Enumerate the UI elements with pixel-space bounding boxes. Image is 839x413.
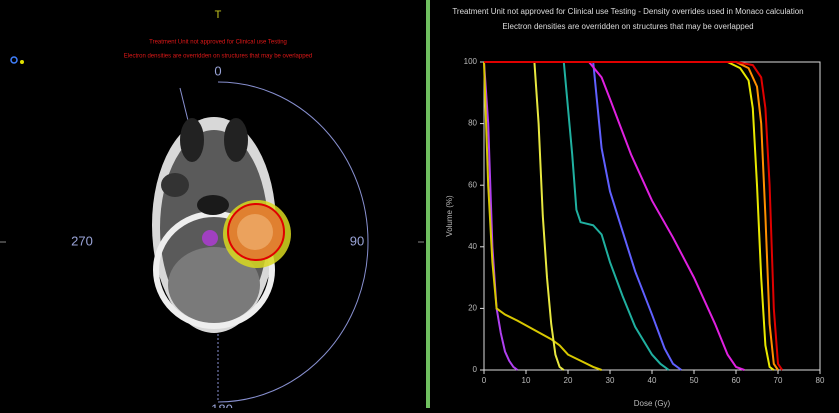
x-tick-label: 30 — [606, 376, 615, 385]
y-tick-label: 100 — [464, 57, 478, 66]
angle-label: 0 — [214, 63, 221, 78]
x-tick-label: 60 — [732, 376, 741, 385]
warning-text: Electron densities are overridden on str… — [124, 54, 312, 60]
screen: T Treatment Unit not approved for Clinic… — [0, 0, 839, 408]
angle-label: 270 — [71, 233, 93, 248]
airway — [197, 195, 229, 215]
x-tick-label: 0 — [482, 376, 487, 385]
warning-text: Treatment Unit not approved for Clinical… — [149, 40, 287, 46]
x-tick-label: 20 — [564, 376, 573, 385]
crosshair-icon — [20, 60, 24, 64]
chart-title: Treatment Unit not approved for Clinical… — [452, 7, 803, 16]
orbit — [161, 173, 189, 197]
x-tick-label: 10 — [522, 376, 531, 385]
brainstem — [202, 230, 218, 246]
sinus — [180, 118, 204, 162]
angle-label: 90 — [350, 233, 364, 248]
x-axis-label: Dose (Gy) — [634, 399, 671, 408]
page: {"left_panel": { "marker": "T", "warning… — [0, 0, 839, 408]
x-tick-label: 40 — [648, 376, 657, 385]
angle-label: 180 — [211, 401, 233, 408]
y-tick-label: 80 — [468, 119, 477, 128]
separator — [426, 0, 430, 408]
orientation-marker: T — [215, 9, 222, 21]
y-tick-label: 40 — [468, 242, 477, 251]
chart-subtitle: Electron densities are overridden on str… — [502, 22, 753, 31]
y-tick-label: 20 — [468, 304, 477, 313]
x-tick-label: 70 — [774, 376, 783, 385]
x-tick-label: 80 — [816, 376, 825, 385]
y-axis-label: Volume (%) — [445, 195, 454, 237]
x-tick-label: 50 — [690, 376, 699, 385]
y-tick-label: 0 — [473, 365, 478, 374]
y-tick-label: 60 — [468, 180, 477, 189]
target-core — [237, 214, 273, 250]
sinus — [224, 118, 248, 162]
